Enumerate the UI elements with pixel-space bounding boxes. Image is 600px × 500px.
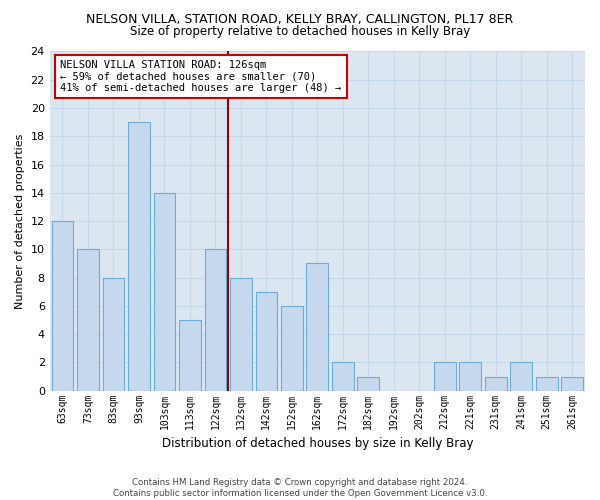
Text: Contains HM Land Registry data © Crown copyright and database right 2024.
Contai: Contains HM Land Registry data © Crown c… [113,478,487,498]
Y-axis label: Number of detached properties: Number of detached properties [15,134,25,309]
Bar [485,376,506,390]
Bar [358,376,379,390]
Bar [511,362,532,390]
Text: NELSON VILLA, STATION ROAD, KELLY BRAY, CALLINGTON, PL17 8ER: NELSON VILLA, STATION ROAD, KELLY BRAY, … [86,12,514,26]
Bar [460,362,481,390]
Bar [205,250,226,390]
Bar [77,250,99,390]
Bar [562,376,583,390]
Bar [103,278,124,390]
X-axis label: Distribution of detached houses by size in Kelly Bray: Distribution of detached houses by size … [161,437,473,450]
Bar [179,320,201,390]
Text: Size of property relative to detached houses in Kelly Bray: Size of property relative to detached ho… [130,25,470,38]
Bar [332,362,353,390]
Bar [536,376,557,390]
Bar [230,278,251,390]
Bar [256,292,277,390]
Bar [52,221,73,390]
Text: NELSON VILLA STATION ROAD: 126sqm
← 59% of detached houses are smaller (70)
41% : NELSON VILLA STATION ROAD: 126sqm ← 59% … [61,60,341,93]
Bar [281,306,302,390]
Bar [154,193,175,390]
Bar [434,362,455,390]
Bar [307,264,328,390]
Bar [128,122,150,390]
